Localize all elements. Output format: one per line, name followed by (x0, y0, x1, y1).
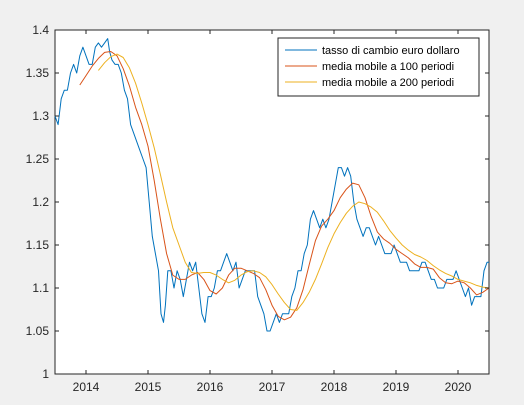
x-tick-label: 2018 (321, 380, 348, 394)
y-tick-label: 1.25 (26, 152, 50, 166)
series-group (54, 38, 490, 332)
x-tick-label: 2016 (197, 380, 224, 394)
y-tick-label: 1.15 (26, 238, 50, 252)
legend: tasso di cambio euro dollaro media mobile… (277, 37, 480, 97)
y-tick-label: 1.05 (26, 324, 50, 338)
axis-group: 2014 2015 2016 2017 2018 2019 2020 1 1.05 1.1 1.15… (26, 23, 489, 394)
legend-label-3: media mobile a 200 periodi (322, 77, 454, 89)
x-tick-label: 2015 (135, 380, 162, 394)
series-line-2 (79, 51, 490, 321)
legend-box (277, 37, 480, 97)
x-tick-label: 2019 (383, 380, 410, 394)
y-tick-label: 1.3 (32, 109, 49, 123)
y-tick-label: 1.1 (32, 281, 49, 295)
x-tick-label: 2020 (445, 380, 472, 394)
legend-label-2: media mobile a 100 periodi (322, 61, 454, 73)
series-line-3 (98, 53, 490, 311)
x-tick-label: 2017 (259, 380, 286, 394)
legend-label-1: tasso di cambio euro dollaro (322, 45, 460, 57)
y-tick-label: 1.2 (32, 195, 49, 209)
y-tick-label: 1 (42, 367, 49, 381)
series-line-1 (54, 38, 489, 332)
y-tick-label: 1.35 (26, 66, 50, 80)
y-tick-label: 1.4 (32, 23, 49, 37)
x-tick-label: 2014 (73, 380, 100, 394)
